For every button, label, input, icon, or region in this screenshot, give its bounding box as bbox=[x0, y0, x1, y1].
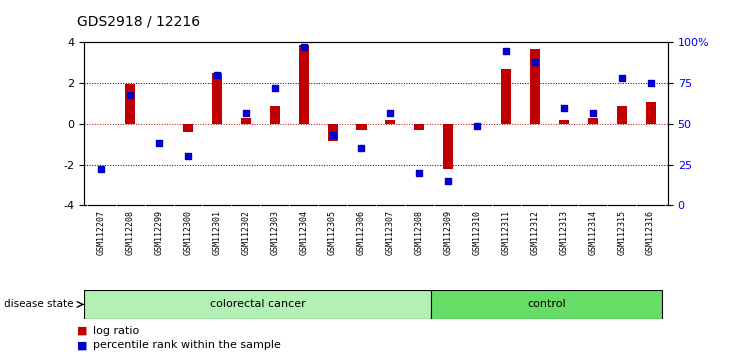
Bar bbox=[443, 124, 453, 169]
Text: GSM112305: GSM112305 bbox=[328, 210, 337, 255]
Bar bbox=[414, 124, 424, 130]
Bar bbox=[385, 120, 396, 124]
Point bbox=[645, 80, 656, 86]
Point bbox=[587, 110, 599, 115]
Point bbox=[616, 75, 628, 81]
Text: log ratio: log ratio bbox=[93, 326, 139, 336]
Bar bbox=[183, 124, 193, 132]
Text: GDS2918 / 12216: GDS2918 / 12216 bbox=[77, 14, 200, 28]
Bar bbox=[212, 73, 222, 124]
Bar bbox=[328, 124, 338, 141]
Point bbox=[124, 92, 136, 97]
Text: GSM112207: GSM112207 bbox=[97, 210, 106, 255]
Text: GSM112306: GSM112306 bbox=[357, 210, 366, 255]
Text: percentile rank within the sample: percentile rank within the sample bbox=[93, 340, 280, 350]
Point bbox=[298, 45, 310, 50]
Bar bbox=[431, 290, 662, 319]
Point bbox=[442, 178, 454, 184]
Text: GSM112313: GSM112313 bbox=[559, 210, 569, 255]
Bar bbox=[84, 290, 431, 319]
Point bbox=[529, 59, 541, 65]
Point bbox=[413, 170, 425, 176]
Point bbox=[182, 154, 194, 159]
Point bbox=[269, 85, 280, 91]
Text: disease state: disease state bbox=[4, 299, 73, 309]
Bar bbox=[558, 120, 569, 124]
Bar bbox=[617, 105, 627, 124]
Point bbox=[211, 72, 223, 78]
Text: GSM112311: GSM112311 bbox=[502, 210, 510, 255]
Bar bbox=[356, 124, 366, 130]
Point bbox=[500, 48, 512, 53]
Text: GSM112310: GSM112310 bbox=[472, 210, 482, 255]
Text: colorectal cancer: colorectal cancer bbox=[210, 299, 305, 309]
Bar bbox=[501, 69, 511, 124]
Point bbox=[153, 141, 165, 146]
Text: GSM112314: GSM112314 bbox=[588, 210, 597, 255]
Text: GSM112299: GSM112299 bbox=[155, 210, 164, 255]
Text: GSM112315: GSM112315 bbox=[617, 210, 626, 255]
Text: ■: ■ bbox=[77, 340, 87, 350]
Text: GSM112302: GSM112302 bbox=[242, 210, 250, 255]
Point bbox=[240, 110, 252, 115]
Bar bbox=[241, 118, 251, 124]
Text: GSM112309: GSM112309 bbox=[444, 210, 453, 255]
Text: ■: ■ bbox=[77, 326, 87, 336]
Text: GSM112303: GSM112303 bbox=[270, 210, 280, 255]
Text: GSM112316: GSM112316 bbox=[646, 210, 655, 255]
Point bbox=[327, 132, 339, 138]
Text: control: control bbox=[527, 299, 566, 309]
Text: GSM112301: GSM112301 bbox=[212, 210, 221, 255]
Text: GSM112300: GSM112300 bbox=[183, 210, 193, 255]
Bar bbox=[588, 118, 598, 124]
Point bbox=[472, 123, 483, 129]
Point bbox=[356, 145, 367, 151]
Text: GSM112208: GSM112208 bbox=[126, 210, 135, 255]
Text: GSM112308: GSM112308 bbox=[415, 210, 424, 255]
Point bbox=[96, 167, 107, 172]
Text: GSM112307: GSM112307 bbox=[386, 210, 395, 255]
Point bbox=[558, 105, 569, 110]
Bar bbox=[472, 124, 483, 125]
Bar bbox=[269, 105, 280, 124]
Text: GSM112304: GSM112304 bbox=[299, 210, 308, 255]
Bar bbox=[530, 48, 540, 124]
Bar bbox=[299, 45, 309, 124]
Point bbox=[385, 110, 396, 115]
Bar bbox=[645, 102, 656, 124]
Bar bbox=[125, 84, 135, 124]
Text: GSM112312: GSM112312 bbox=[531, 210, 539, 255]
